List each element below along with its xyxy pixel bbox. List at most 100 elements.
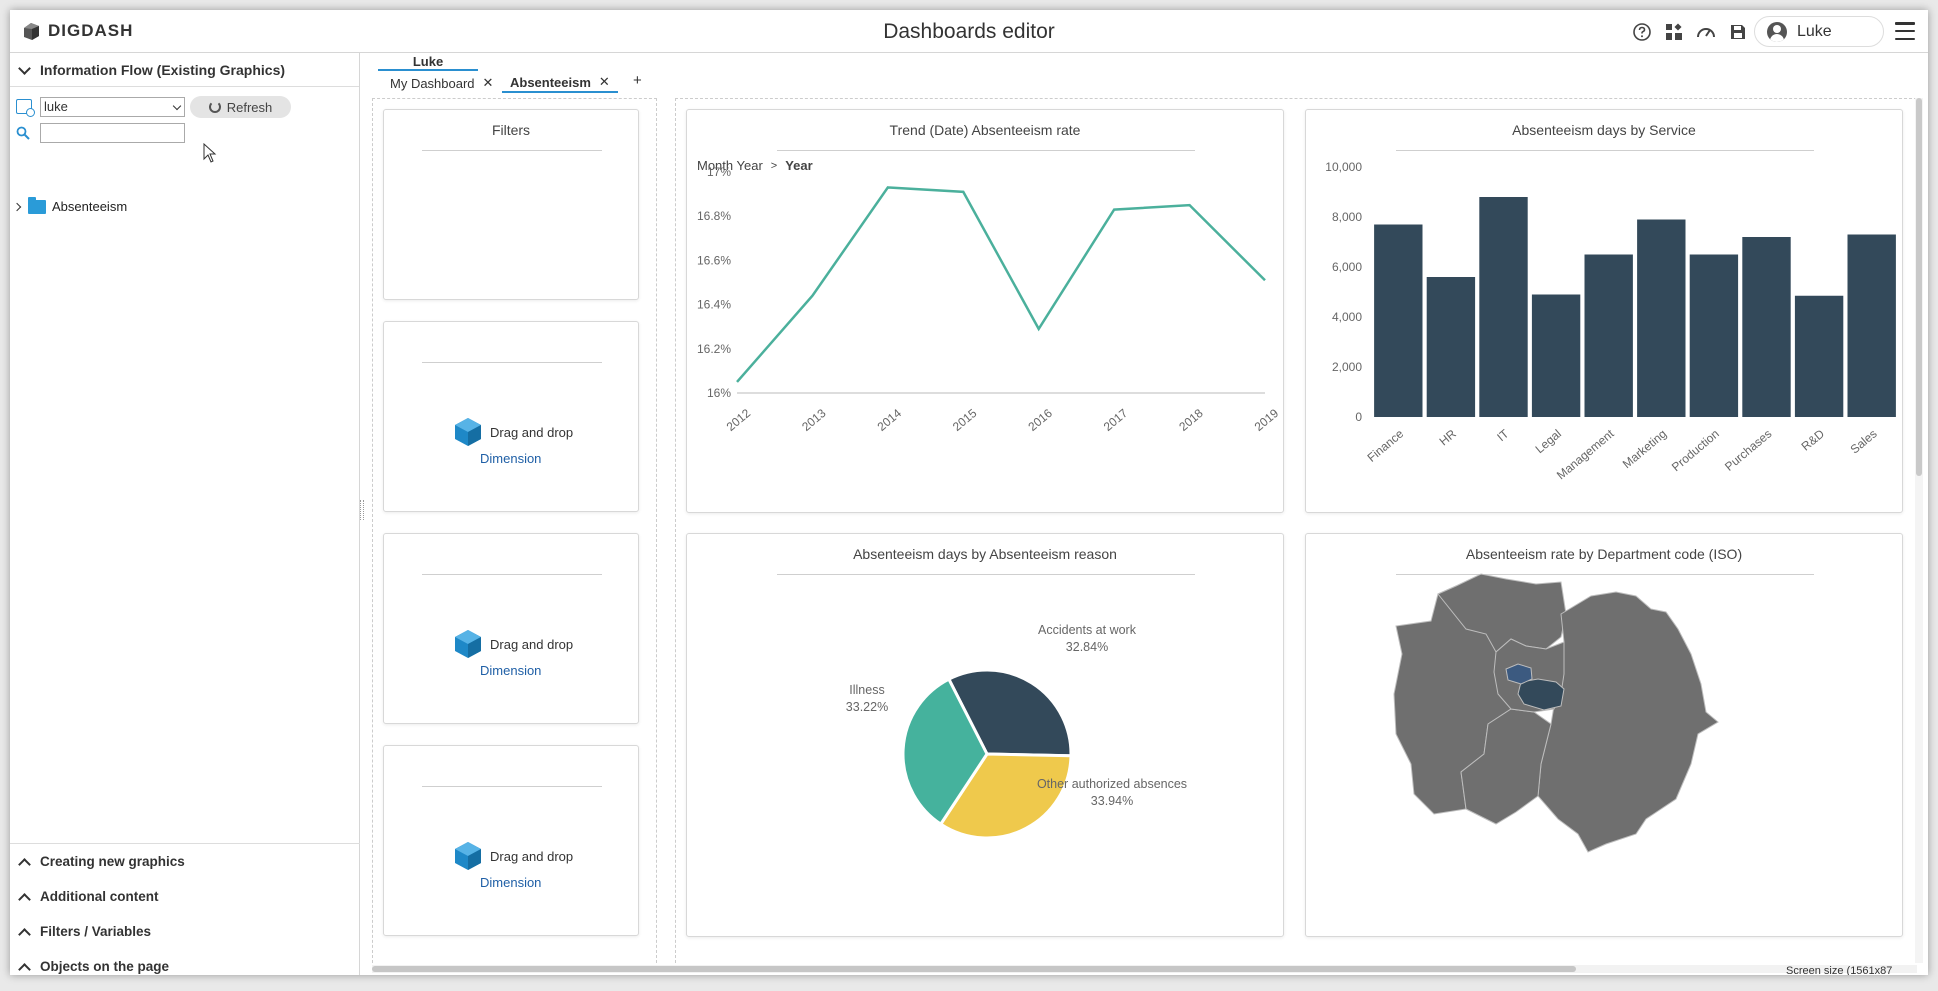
scrollbar-thumb[interactable] <box>1916 98 1922 476</box>
x-tick-label: 2016 <box>1025 406 1055 434</box>
filters-variables-header[interactable]: Filters / Variables <box>10 914 360 949</box>
chevron-up-icon <box>18 891 30 903</box>
tab-absenteeism[interactable]: Absenteeism ✕ <box>502 73 618 93</box>
folder-icon <box>28 196 46 214</box>
additional-content-header[interactable]: Additional content <box>10 879 360 914</box>
x-tick-label: IT <box>1494 426 1512 444</box>
map-region-center-blue[interactable] <box>1505 663 1533 685</box>
tree-item-label: Absenteeism <box>52 199 128 214</box>
info-flow-section-header[interactable]: Information Flow (Existing Graphics) <box>10 53 359 87</box>
chart-title: Absenteeism rate by Department code (ISO… <box>1465 546 1743 562</box>
title-divider <box>422 150 602 151</box>
map-region-center-dark[interactable] <box>1517 678 1565 711</box>
department-map-card[interactable]: Absenteeism rate by Department code (ISO… <box>1305 533 1903 937</box>
app-window: DIGDASH Dashboards editor Luke Informati… <box>10 10 1928 975</box>
tree-item-absenteeism[interactable]: Absenteeism <box>14 196 128 214</box>
widgets-icon[interactable] <box>1663 21 1685 43</box>
drop-label: Drag and drop <box>490 848 574 864</box>
tab-my-dashboard[interactable]: My Dashboard ✕ <box>390 73 493 93</box>
user-menu-button[interactable]: Luke <box>1754 16 1884 47</box>
search-input[interactable] <box>40 123 185 143</box>
scrollbar-thumb[interactable] <box>372 966 1576 972</box>
dimension-drop-zone[interactable]: Drag and drop Dimension <box>383 321 639 512</box>
help-icon[interactable] <box>1631 21 1653 43</box>
y-tick-label: 10,000 <box>1325 160 1362 174</box>
reason-chart-card[interactable]: Absenteeism days by Absenteeism reason A… <box>686 533 1284 937</box>
drop-hint: Drag and drop Dimension <box>454 417 604 466</box>
slice-percent: 33.94% <box>1091 794 1133 808</box>
tab-label: Absenteeism <box>510 74 591 90</box>
close-icon[interactable]: ✕ <box>482 75 494 90</box>
line-chart: 16% 16.2% 16.4% 16.6% 16.8% 17% 2012 2013 2014 20… <box>697 165 1281 434</box>
x-tick-label: Management <box>1554 426 1617 482</box>
vertical-scrollbar[interactable] <box>1915 98 1923 963</box>
title-divider <box>1396 150 1814 151</box>
drop-label: Drag and drop <box>490 424 574 440</box>
user-icon <box>1767 21 1787 42</box>
panel-splitter[interactable] <box>360 500 364 520</box>
drop-type: Dimension <box>480 663 542 678</box>
trend-chart-card[interactable]: Trend (Date) Absenteeism rate Month Year… <box>686 109 1284 513</box>
chevron-up-icon <box>18 856 30 868</box>
chevron-down-icon <box>172 101 182 111</box>
breadcrumb-parent[interactable]: Month Year <box>697 158 763 173</box>
chart-title: Trend (Date) Absenteeism rate <box>889 122 1081 138</box>
drop-hint: Drag and drop Dimension <box>454 629 604 678</box>
y-tick-label: 4,000 <box>1332 310 1362 324</box>
map-region-east[interactable] <box>1537 591 1719 853</box>
x-tick-label: 2015 <box>950 406 980 434</box>
dimension-drop-zone[interactable]: Drag and drop Dimension <box>383 745 639 936</box>
bar <box>1847 234 1896 417</box>
chevron-up-icon <box>18 926 30 938</box>
x-tick-label: 2018 <box>1176 406 1206 434</box>
pie-slice <box>901 677 989 827</box>
series-line <box>736 186 1266 383</box>
gauge-icon[interactable] <box>1695 21 1717 43</box>
title-divider <box>777 574 1195 575</box>
bottom-accordion: Creating new graphics Additional content… <box>10 843 360 975</box>
y-tick-label: 8,000 <box>1332 210 1362 224</box>
save-icon[interactable] <box>1727 21 1749 43</box>
department-map <box>1393 573 1719 853</box>
dashboard-canvas: Filters Drag and drop Dimension <box>372 98 1917 975</box>
add-tab-button[interactable]: + <box>633 72 642 89</box>
bar <box>1584 254 1633 417</box>
section-label: Objects on the page <box>40 959 170 974</box>
pie-slice <box>946 668 1073 758</box>
cube-icon <box>455 418 481 446</box>
bar <box>1637 219 1686 417</box>
title-divider <box>1396 574 1814 575</box>
horizontal-scrollbar[interactable] <box>372 965 1917 973</box>
chevron-up-icon <box>18 961 30 973</box>
x-tick-label: Marketing <box>1620 427 1669 472</box>
bar <box>1479 197 1528 417</box>
creating-new-graphics-header[interactable]: Creating new graphics <box>10 844 360 879</box>
x-tick-label: Finance <box>1365 426 1407 464</box>
drop-type: Dimension <box>480 875 542 890</box>
left-panel: Information Flow (Existing Graphics) luk… <box>10 53 360 975</box>
objects-on-page-header[interactable]: Objects on the page <box>10 949 360 975</box>
user-select[interactable]: luke <box>40 97 185 117</box>
slice-percent: 32.84% <box>1066 640 1108 654</box>
refresh-button[interactable]: Refresh <box>190 96 291 118</box>
filters-card[interactable]: Filters <box>383 109 639 300</box>
y-tick-label: 16% <box>707 386 731 400</box>
tab-group-luke[interactable]: Luke <box>378 53 478 71</box>
refresh-label: Refresh <box>226 99 273 115</box>
x-tick-label: R&D <box>1799 426 1828 453</box>
slice-percent: 33.22% <box>846 700 888 714</box>
dimension-drop-zone[interactable]: Drag and drop Dimension <box>383 533 639 724</box>
service-chart-card[interactable]: Absenteeism days by Service 0 2,000 4,000 6… <box>1305 109 1903 513</box>
hamburger-menu-icon[interactable] <box>1895 22 1915 40</box>
pie-chart: Accidents at work 32.84% Other authorized … <box>846 623 1187 840</box>
x-tick-label: Purchases <box>1722 427 1774 474</box>
chevron-down-icon <box>18 64 30 76</box>
x-tick-label: 2012 <box>724 406 754 434</box>
bar <box>1742 237 1791 417</box>
info-flow-tools: luke Refresh Absenteeism <box>10 93 360 214</box>
chart-title: Absenteeism days by Absenteeism reason <box>853 546 1117 562</box>
search-icon <box>16 126 30 140</box>
close-icon[interactable]: ✕ <box>598 74 610 89</box>
x-tick-label: 2017 <box>1101 406 1131 434</box>
y-tick-label: 16.4% <box>697 298 731 312</box>
